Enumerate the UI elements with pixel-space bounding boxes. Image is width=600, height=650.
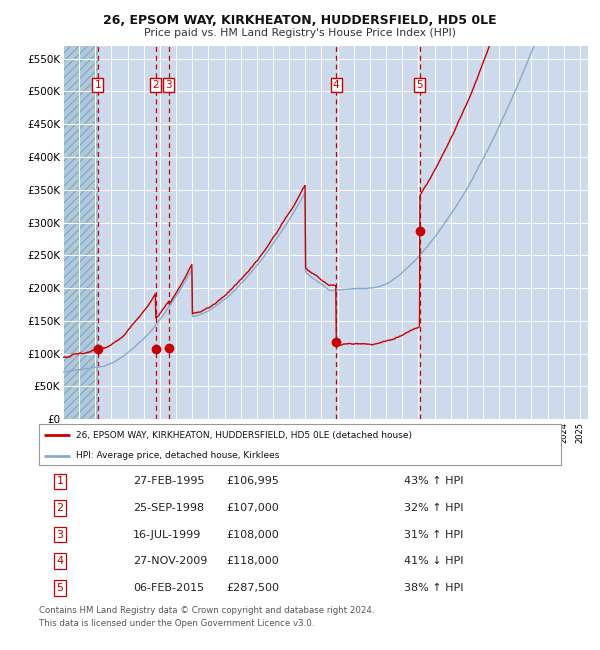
Text: 2: 2 [56,503,64,513]
Text: Price paid vs. HM Land Registry's House Price Index (HPI): Price paid vs. HM Land Registry's House … [144,28,456,38]
Text: £107,000: £107,000 [226,503,279,513]
Text: £108,000: £108,000 [226,530,279,540]
Text: 2: 2 [152,80,159,90]
Text: 4: 4 [333,80,340,90]
Bar [63,46,98,419]
Text: 41% ↓ HPI: 41% ↓ HPI [404,556,464,566]
Text: 26, EPSOM WAY, KIRKHEATON, HUDDERSFIELD, HD5 0LE: 26, EPSOM WAY, KIRKHEATON, HUDDERSFIELD,… [103,14,497,27]
Text: 06-FEB-2015: 06-FEB-2015 [133,583,204,593]
Text: 32% ↑ HPI: 32% ↑ HPI [404,503,464,513]
Text: HPI: Average price, detached house, Kirklees: HPI: Average price, detached house, Kirk… [76,451,279,460]
Bar [63,46,98,419]
Text: 5: 5 [56,583,64,593]
Text: 43% ↑ HPI: 43% ↑ HPI [404,476,464,486]
Text: This data is licensed under the Open Government Licence v3.0.: This data is licensed under the Open Gov… [39,619,314,628]
Text: 27-NOV-2009: 27-NOV-2009 [133,556,208,566]
Text: 27-FEB-1995: 27-FEB-1995 [133,476,205,486]
Text: £106,995: £106,995 [226,476,279,486]
Text: 31% ↑ HPI: 31% ↑ HPI [404,530,464,540]
Text: 4: 4 [56,556,64,566]
Text: 26, EPSOM WAY, KIRKHEATON, HUDDERSFIELD, HD5 0LE (detached house): 26, EPSOM WAY, KIRKHEATON, HUDDERSFIELD,… [76,431,412,440]
Text: 1: 1 [94,80,101,90]
Text: 5: 5 [416,80,423,90]
Text: 3: 3 [56,530,64,540]
Text: 38% ↑ HPI: 38% ↑ HPI [404,583,464,593]
Text: 1: 1 [56,476,64,486]
Text: £118,000: £118,000 [226,556,279,566]
Text: 3: 3 [166,80,172,90]
Text: 16-JUL-1999: 16-JUL-1999 [133,530,202,540]
Text: £287,500: £287,500 [226,583,279,593]
Text: 25-SEP-1998: 25-SEP-1998 [133,503,204,513]
Text: Contains HM Land Registry data © Crown copyright and database right 2024.: Contains HM Land Registry data © Crown c… [39,606,374,615]
